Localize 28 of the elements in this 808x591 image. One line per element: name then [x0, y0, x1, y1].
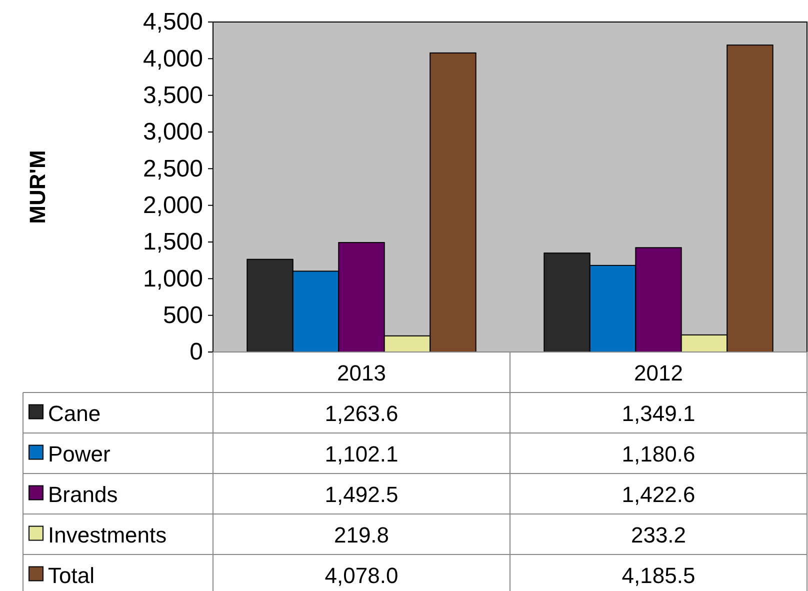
legend-label: Total [48, 562, 94, 588]
x-tick-label: 2012 [634, 360, 683, 386]
data-label: 4,185.5 [622, 562, 696, 588]
legend-label: Power [48, 441, 110, 466]
legend-label: Brands [48, 482, 118, 507]
legend-label: Investments [48, 522, 167, 548]
data-label: 1,180.6 [622, 441, 696, 466]
y-axis-title: MUR'M [25, 150, 50, 224]
legend-label: Cane [48, 400, 101, 426]
y-tick-label: 2,000 [142, 192, 203, 220]
data-label: 1,349.1 [622, 400, 696, 426]
y-tick-label: 1,000 [142, 265, 203, 292]
data-label: 219.8 [334, 522, 390, 548]
data-label: 1,422.6 [622, 482, 696, 507]
y-tick-label: 1,500 [142, 228, 203, 256]
data-label: 4,078.0 [324, 562, 398, 588]
y-tick-label: 3,500 [142, 82, 203, 110]
data-label: 1,102.1 [324, 441, 398, 466]
x-tick-label: 2013 [337, 360, 386, 386]
data-label: 233.2 [630, 522, 686, 548]
data-label: 1,263.6 [324, 400, 398, 426]
y-tick-label: 500 [162, 302, 203, 330]
y-tick-label: 0 [190, 338, 203, 366]
data-label: 1,492.5 [324, 482, 398, 507]
y-tick-label: 3,000 [142, 118, 203, 146]
y-tick-label: 2,500 [142, 155, 203, 182]
y-tick-label: 4,000 [142, 45, 203, 72]
y-tick-label: 4,500 [142, 8, 203, 36]
